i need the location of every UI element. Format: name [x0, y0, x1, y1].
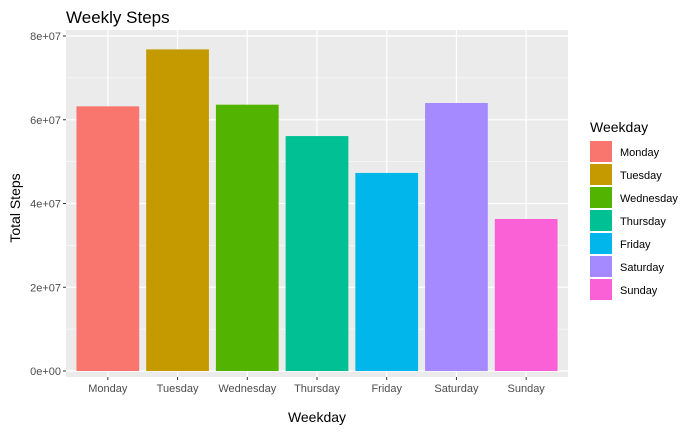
x-tick-label: Friday [371, 383, 402, 395]
legend-label: Friday [620, 239, 651, 251]
x-tick-label: Thursday [294, 383, 340, 395]
legend-label: Sunday [620, 285, 658, 297]
legend-label: Tuesday [620, 170, 662, 182]
bar-sunday [494, 218, 558, 371]
legend-swatch [590, 141, 612, 162]
legend-swatch [590, 256, 612, 277]
bars [76, 49, 558, 372]
legend-swatch [590, 187, 612, 208]
x-tick-label: Saturday [434, 383, 479, 395]
y-tick-label: 6e+07 [30, 115, 61, 127]
x-tick-label: Monday [88, 383, 128, 395]
x-axis-title: Weekday [288, 409, 346, 425]
legend-swatch [590, 279, 612, 300]
x-axis: Monday Tuesday Wednesday Thursday Friday Satu… [88, 377, 545, 395]
legend-label: Monday [620, 147, 660, 159]
y-tick-label: 2e+07 [30, 282, 61, 294]
x-tick-label: Tuesday [157, 383, 199, 395]
legend-label: Saturday [620, 262, 665, 274]
y-tick-label: 8e+07 [30, 31, 61, 43]
bar-wednesday [215, 104, 279, 372]
chart-title: Weekly Steps [66, 8, 170, 27]
bar-thursday [285, 136, 349, 371]
legend: Weekday Monday Tuesday Wednesday Thursday Fr… [590, 119, 678, 300]
legend-title: Weekday [590, 119, 648, 135]
y-tick-label: 0e+00 [30, 366, 61, 378]
y-axis-title: Total Steps [7, 173, 23, 242]
x-tick-label: Wednesday [218, 383, 276, 395]
y-axis: 0e+00 2e+07 4e+07 6e+07 8e+07 [30, 31, 66, 378]
legend-swatch [590, 210, 612, 231]
y-tick-label: 4e+07 [30, 199, 61, 211]
bar-friday [355, 172, 419, 371]
legend-swatch [590, 164, 612, 185]
bar-monday [76, 106, 140, 371]
legend-swatch [590, 233, 612, 254]
legend-label: Thursday [620, 216, 666, 228]
bar-saturday [425, 103, 488, 371]
legend-label: Wednesday [620, 193, 678, 205]
x-tick-label: Sunday [508, 383, 546, 395]
bar-tuesday [146, 49, 209, 372]
